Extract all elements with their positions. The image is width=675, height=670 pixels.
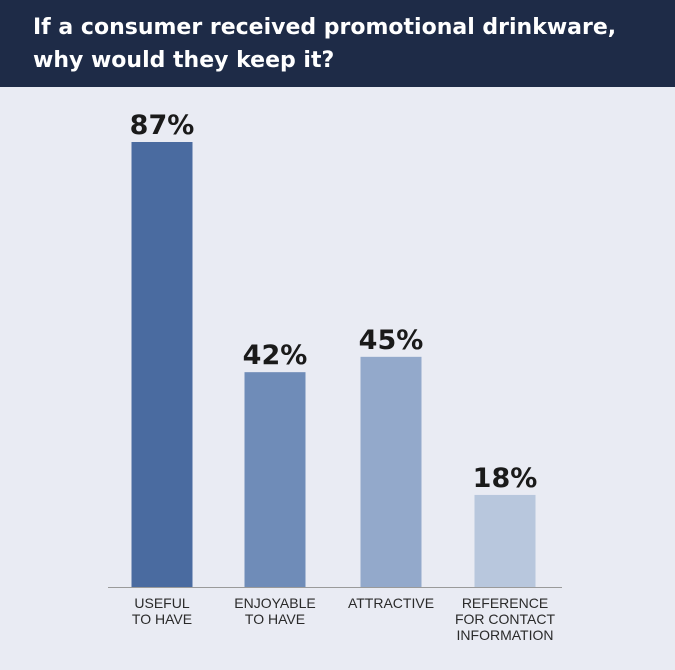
bar-2 <box>244 372 306 587</box>
x-tick-label-2-line-2: TO HAVE <box>245 611 305 627</box>
value-label-4: 18% <box>473 463 538 494</box>
chart-title-line-2: why would they keep it? <box>33 48 335 73</box>
x-tick-label-4-line-3: INFORMATION <box>457 627 554 643</box>
bar-1 <box>131 142 193 587</box>
bar-4 <box>474 494 536 587</box>
value-label-3: 45% <box>359 325 424 356</box>
x-tick-label-2-line-1: ENJOYABLE <box>234 595 315 611</box>
bar-3 <box>360 356 422 587</box>
x-tick-label-1-line-1: USEFUL <box>134 595 189 611</box>
chart-header: If a consumer received promotional drink… <box>0 0 675 87</box>
x-tick-label-4-line-1: REFERENCE <box>462 595 548 611</box>
x-tick-label-1-line-2: TO HAVE <box>132 611 192 627</box>
chart-area <box>0 87 675 670</box>
x-tick-label-4-line-2: FOR CONTACT <box>455 611 556 627</box>
chart-title-line-1: If a consumer received promotional drink… <box>33 15 617 40</box>
value-label-2: 42% <box>243 340 308 371</box>
value-label-1: 87% <box>130 110 195 141</box>
chart-title: If a consumer received promotional drink… <box>33 11 657 77</box>
x-tick-label-3-line-1: ATTRACTIVE <box>348 595 434 611</box>
